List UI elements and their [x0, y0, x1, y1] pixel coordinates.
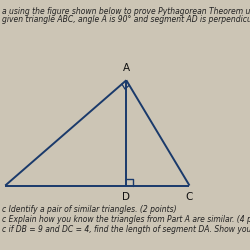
- Text: D: D: [122, 192, 130, 202]
- Text: c Explain how you know the triangles from Part A are similar. (4 points): c Explain how you know the triangles fro…: [2, 215, 250, 224]
- Text: c if DB = 9 and DC = 4, find the length of segment DA. Show your work. (4 points: c if DB = 9 and DC = 4, find the length …: [2, 225, 250, 234]
- Text: c Identify a pair of similar triangles. (2 points): c Identify a pair of similar triangles. …: [2, 206, 177, 214]
- Text: C: C: [186, 192, 193, 202]
- Text: given triangle ABC, angle A is 90° and segment AD is perpendicular to segment BC: given triangle ABC, angle A is 90° and s…: [2, 15, 250, 24]
- Text: a using the figure shown below to prove Pythagorean Theorem using triangle simil: a using the figure shown below to prove …: [2, 8, 250, 16]
- Text: A: A: [123, 64, 130, 74]
